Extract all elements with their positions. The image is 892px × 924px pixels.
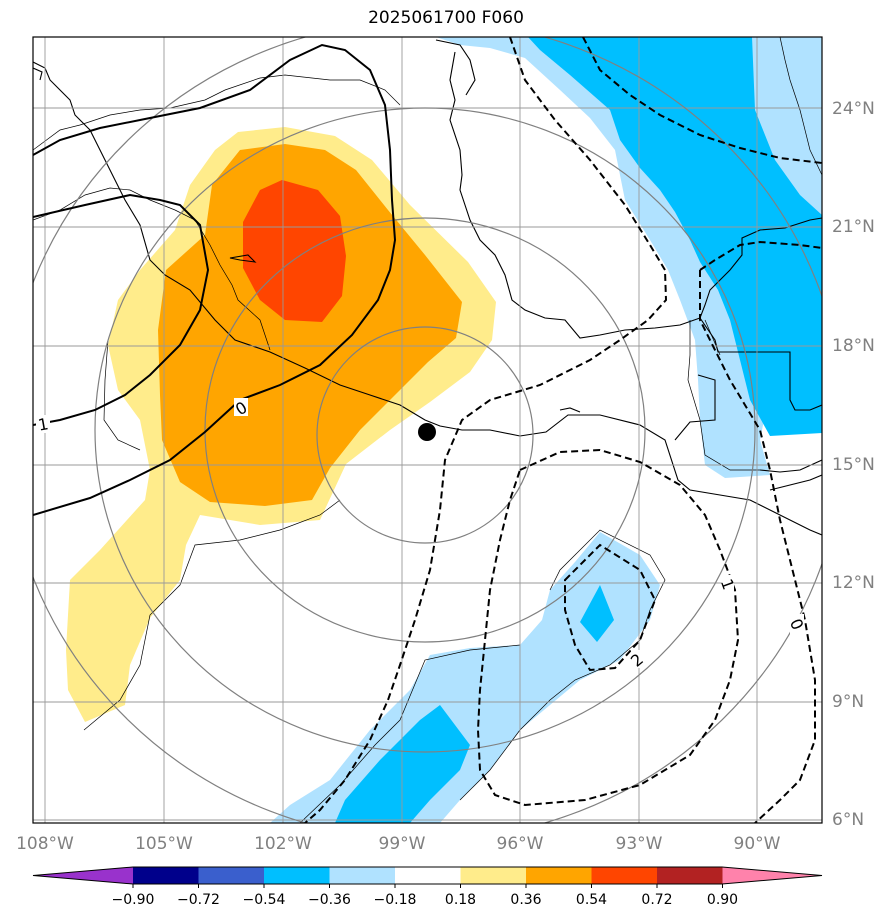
deep-sky-blue-field-small	[580, 585, 614, 642]
solid-contours	[33, 43, 397, 516]
map-title: 2025061700 F060	[368, 8, 524, 28]
colorbar-tick-label: −0.36	[308, 892, 351, 908]
lon-label: 99°W	[379, 834, 426, 854]
lat-label: 6°N	[832, 810, 864, 830]
colorbar-segment	[526, 867, 592, 884]
lat-tick-labels: 24°N 21°N 18°N 15°N 12°N 9°N 6°N	[832, 99, 875, 830]
colorbar-segment	[591, 867, 658, 884]
lon-label: 102°W	[254, 834, 312, 854]
lat-label: 12°N	[832, 573, 875, 593]
map-frame	[32, 36, 823, 824]
colorbar-segment	[329, 867, 396, 884]
range-rings	[33, 37, 822, 823]
colorbar: −0.90 −0.72 −0.54 −0.36 −0.18 0.18 0.36 0.54 0.7…	[32, 866, 823, 908]
colorbar-extend-high	[722, 867, 822, 884]
lon-label: 96°W	[497, 834, 544, 854]
colorbar-tick-label: 0.72	[641, 892, 672, 908]
colorbar-segment	[133, 867, 199, 884]
lon-label: 108°W	[16, 834, 74, 854]
map-area: 1 0 1 0 2	[33, 37, 822, 823]
coastlines	[33, 39, 822, 536]
deep-sky-blue-field-ne	[528, 37, 822, 436]
storm-center-marker	[418, 423, 436, 441]
colorbar-segment	[460, 867, 527, 884]
lat-label: 24°N	[832, 99, 875, 119]
lat-label: 18°N	[832, 336, 875, 356]
lon-label: 90°W	[734, 834, 781, 854]
colorbar-tick-label: −0.18	[374, 892, 417, 908]
colorbar-tick-label: 0.36	[510, 892, 541, 908]
red-orange-field	[243, 180, 346, 322]
lon-tick-labels: 108°W 105°W 102°W 99°W 96°W 93°W 90°W	[16, 834, 781, 854]
colorbar-tick-label: 0.54	[576, 892, 607, 908]
light-blue-field-sw	[270, 532, 660, 823]
contour-label: 1	[37, 414, 50, 434]
colorbar-tick-label: −0.90	[112, 892, 155, 908]
deep-sky-blue-field-sw	[335, 705, 470, 823]
colorbar-extend-low	[33, 867, 133, 884]
colorbar-segment	[198, 867, 265, 884]
lon-label: 93°W	[616, 834, 663, 854]
colorbar-tick-label: 0.18	[445, 892, 476, 908]
contour-labels: 1 0 1 0 2	[36, 398, 807, 671]
colorbar-segment	[264, 867, 330, 884]
colorbar-tick-label: −0.54	[243, 892, 286, 908]
dashed-contours	[304, 37, 822, 823]
lat-label: 21°N	[832, 217, 875, 237]
colorbar-segment	[657, 867, 723, 884]
colorbar-tick-label: 0.90	[707, 892, 738, 908]
lon-label: 105°W	[135, 834, 193, 854]
lat-label: 15°N	[832, 455, 875, 475]
colorbar-tick-label: −0.72	[177, 892, 220, 908]
colorbar-segment	[395, 867, 461, 884]
lat-label: 9°N	[832, 692, 864, 712]
